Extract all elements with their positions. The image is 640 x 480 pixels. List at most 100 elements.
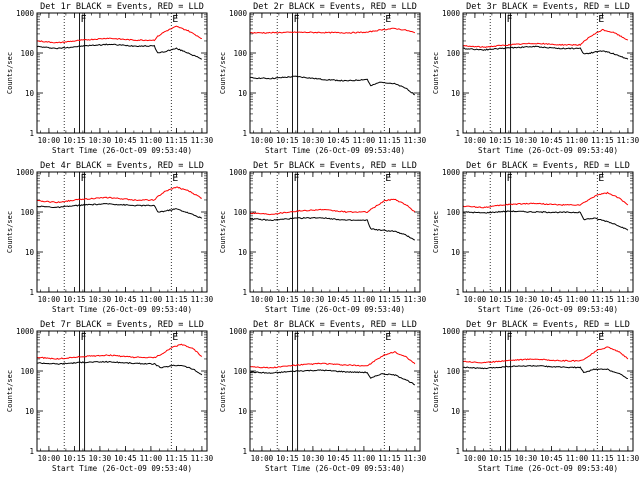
panel-4: Det 4r BLACK = Events, RED = LLD Counts/s… — [6, 161, 214, 314]
x-tick-label: 10:15 — [489, 295, 512, 304]
panel-title: Det 6r BLACK = Events, RED = LLD — [466, 161, 630, 171]
x-tick-label: 10:30 — [515, 295, 538, 304]
y-tick-label: 1000 — [442, 9, 461, 18]
y-axis-label: Counts/sec — [432, 211, 440, 253]
x-tick-label: 11:15 — [378, 136, 401, 145]
x-tick-label: 10:30 — [89, 295, 112, 304]
plot-frame — [462, 330, 634, 452]
x-tick-label: 11:00 — [566, 136, 589, 145]
series-lld — [462, 191, 629, 209]
marker-label: E — [385, 14, 391, 25]
panel-title: Det 4r BLACK = Events, RED = LLD — [40, 161, 204, 171]
marker-label: E — [598, 332, 604, 343]
x-axis-label: Start Time (26-Oct-09 09:53:40) — [265, 146, 405, 155]
x-tick-label: 11:00 — [140, 136, 163, 145]
y-tick-label: 1 — [29, 447, 34, 456]
x-axis-label: Start Time (26-Oct-09 09:53:40) — [478, 146, 618, 155]
x-tick-label: 11:00 — [566, 295, 589, 304]
x-tick-label: 10:30 — [515, 454, 538, 463]
x-tick-label: 10:00 — [464, 295, 487, 304]
marker-label: E — [172, 173, 178, 184]
y-tick-label: 1000 — [16, 168, 35, 177]
marker-label: F — [81, 173, 87, 184]
x-tick-label: 10:45 — [114, 454, 137, 463]
marker-label: F — [294, 332, 300, 343]
x-tick-label: 10:15 — [276, 295, 299, 304]
x-tick-label: 11:30 — [191, 136, 214, 145]
series-lld — [249, 198, 416, 216]
x-tick-label: 11:00 — [353, 454, 376, 463]
y-tick-label: 100 — [233, 49, 247, 58]
x-tick-label: 11:30 — [404, 136, 427, 145]
y-tick-label: 10 — [25, 89, 35, 98]
marker-label: E — [385, 332, 391, 343]
marker-label: F — [507, 173, 513, 184]
x-tick-label: 11:30 — [191, 454, 214, 463]
y-tick-label: 1 — [242, 447, 247, 456]
x-tick-label: 10:00 — [464, 454, 487, 463]
x-tick-label: 11:15 — [591, 295, 614, 304]
x-axis-label: Start Time (26-Oct-09 09:53:40) — [478, 464, 618, 473]
y-tick-label: 100 — [233, 367, 247, 376]
y-tick-label: 1000 — [229, 9, 248, 18]
marker-label: E — [385, 173, 391, 184]
x-tick-label: 10:15 — [276, 136, 299, 145]
marker-label: F — [294, 14, 300, 25]
plot-frame — [462, 12, 634, 134]
x-tick-label: 11:30 — [404, 295, 427, 304]
x-tick-label: 10:30 — [302, 136, 325, 145]
x-axis-label: Start Time (26-Oct-09 09:53:40) — [52, 464, 192, 473]
x-tick-label: 10:45 — [114, 295, 137, 304]
x-tick-label: 10:00 — [38, 295, 61, 304]
plot-frame — [36, 171, 208, 293]
y-axis-label: Counts/sec — [6, 52, 14, 94]
series-lld — [249, 351, 416, 369]
x-tick-label: 11:15 — [591, 454, 614, 463]
panel-6: Det 6r BLACK = Events, RED = LLD Counts/s… — [432, 161, 640, 314]
series-events — [249, 216, 416, 241]
x-tick-label: 10:45 — [327, 295, 350, 304]
x-tick-label: 11:15 — [165, 295, 188, 304]
series-events — [249, 75, 416, 96]
y-tick-label: 10 — [238, 89, 248, 98]
x-tick-label: 10:15 — [489, 454, 512, 463]
x-tick-label: 10:30 — [515, 136, 538, 145]
series-events — [36, 43, 203, 60]
y-tick-label: 1000 — [16, 327, 35, 336]
marker-label: F — [81, 332, 87, 343]
x-axis-label: Start Time (26-Oct-09 09:53:40) — [478, 305, 618, 314]
y-tick-label: 1 — [455, 447, 460, 456]
y-tick-label: 100 — [20, 367, 34, 376]
x-tick-label: 11:00 — [140, 454, 163, 463]
y-tick-label: 10 — [451, 248, 461, 257]
marker-label: F — [294, 173, 300, 184]
x-tick-label: 11:15 — [378, 295, 401, 304]
plot-frame — [462, 171, 634, 293]
y-tick-label: 1 — [242, 129, 247, 138]
y-tick-label: 1 — [455, 288, 460, 297]
x-tick-label: 11:00 — [353, 136, 376, 145]
x-tick-label: 10:15 — [63, 295, 86, 304]
panel-title: Det 5r BLACK = Events, RED = LLD — [253, 161, 417, 171]
x-tick-label: 11:30 — [617, 295, 640, 304]
plot-frame — [36, 330, 208, 452]
y-tick-label: 1 — [29, 288, 34, 297]
marker-label: E — [172, 332, 178, 343]
x-tick-label: 11:30 — [404, 454, 427, 463]
plot-frame — [249, 12, 421, 134]
marker-label: F — [507, 14, 513, 25]
series-lld — [463, 346, 629, 364]
x-tick-label: 10:30 — [302, 454, 325, 463]
y-axis-label: Counts/sec — [219, 211, 227, 253]
series-lld — [249, 27, 416, 34]
panel-title: Det 1r BLACK = Events, RED = LLD — [40, 2, 204, 12]
x-tick-label: 11:15 — [165, 136, 188, 145]
y-tick-label: 1000 — [16, 9, 35, 18]
x-tick-label: 11:00 — [140, 295, 163, 304]
x-tick-label: 11:30 — [617, 454, 640, 463]
x-tick-label: 10:30 — [302, 295, 325, 304]
x-tick-label: 11:30 — [191, 295, 214, 304]
marker-label: E — [598, 173, 604, 184]
panel-2: Det 2r BLACK = Events, RED = LLD Counts/s… — [219, 2, 427, 155]
x-tick-label: 10:00 — [38, 454, 61, 463]
